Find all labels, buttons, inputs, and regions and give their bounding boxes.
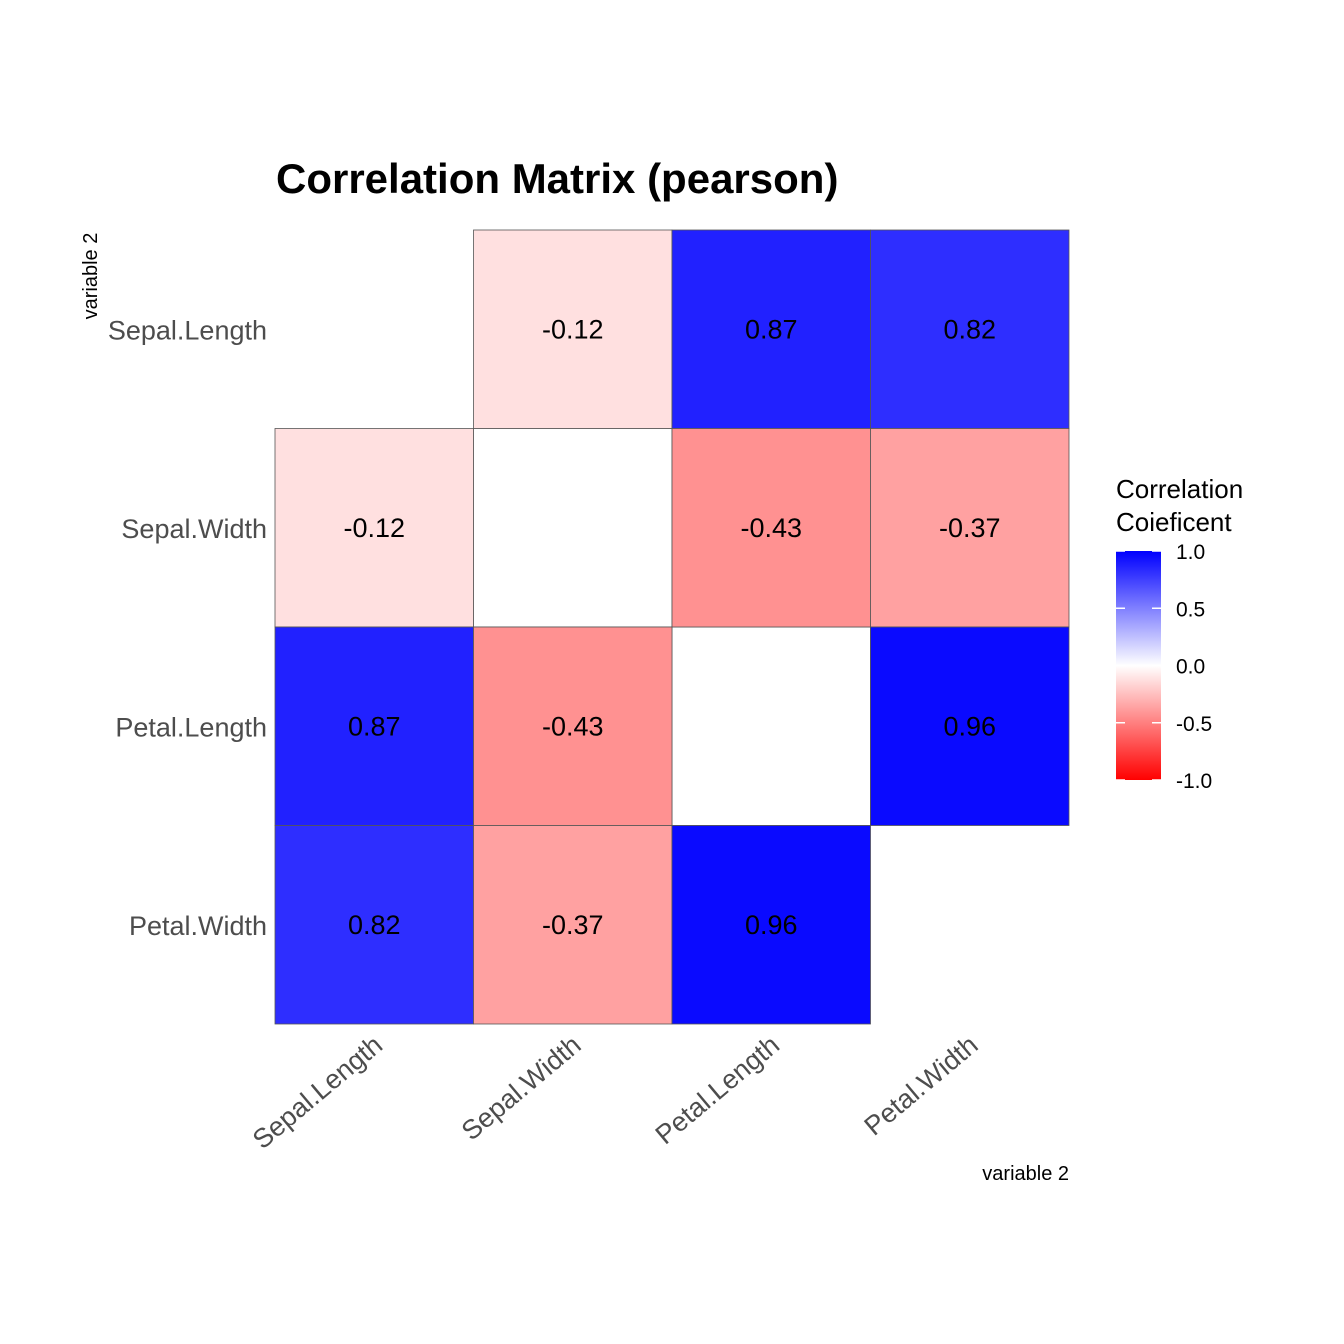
heatmap-cell-Petal.Width-Sepal.Length	[274, 825, 474, 1025]
heatmap-cell-Sepal.Length-Sepal.Width	[473, 229, 673, 429]
heatmap-cells	[274, 229, 1070, 1025]
y-tick-label: Petal.Length	[115, 712, 267, 742]
cell-value-label: 0.87	[348, 711, 401, 741]
heatmap-cell-Sepal.Length-Petal.Width	[870, 229, 1070, 429]
cell-value-label: -0.12	[542, 314, 604, 344]
legend-tick-label: -1.0	[1176, 770, 1212, 793]
x-tick-label: Petal.Length	[650, 1030, 785, 1150]
color-legend: Correlation Coieficent 1.0 0.5 0.0 -0.5 -1.0	[1116, 474, 1243, 793]
heatmap-cell-Sepal.Length-Petal.Length	[671, 229, 871, 429]
x-tick-label: Sepal.Length	[247, 1030, 388, 1155]
cell-value-label: -0.43	[740, 513, 802, 543]
y-axis-title: variable 2	[80, 233, 102, 320]
heatmap-cell-Petal.Length-Sepal.Length	[274, 626, 474, 826]
cell-value-label: -0.43	[542, 711, 604, 741]
x-axis-title: variable 2	[982, 1163, 1069, 1185]
heatmap-cell-Petal.Length-Petal.Width	[870, 626, 1070, 826]
legend-ticks: 1.0 0.5 0.0 -0.5 -1.0	[1116, 541, 1212, 793]
y-tick-label: Sepal.Width	[121, 514, 267, 544]
chart-title: Correlation Matrix (pearson)	[276, 155, 838, 202]
heatmap-cell-Sepal.Width-Petal.Length	[671, 428, 871, 628]
cell-value-label: 0.87	[745, 314, 798, 344]
x-tick-label: Petal.Width	[859, 1030, 984, 1142]
cell-value-label: -0.37	[939, 513, 1001, 543]
cell-value-label: 0.96	[943, 711, 996, 741]
cell-value-label: 0.82	[943, 314, 996, 344]
x-tick-label: Sepal.Width	[456, 1030, 587, 1147]
cell-value-label: -0.37	[542, 910, 604, 940]
cell-value-label: -0.12	[343, 513, 405, 543]
legend-title-line-2: Coieficent	[1116, 507, 1232, 537]
legend-tick-label: 0.5	[1176, 598, 1205, 621]
y-tick-label: Petal.Width	[129, 911, 267, 941]
legend-tick-label: 0.0	[1176, 656, 1205, 679]
cell-value-label: 0.96	[745, 910, 798, 940]
heatmap-cell-labels: -0.12 0.87 0.82 -0.12 -0.43 -0.37 0.87 -0.43 0.9…	[343, 314, 1000, 940]
y-axis-tick-labels: Sepal.Length Sepal.Width Petal.Length Petal…	[108, 315, 267, 941]
x-axis-tick-labels: Sepal.Length Sepal.Width Petal.Length Petal…	[247, 1030, 984, 1155]
legend-tick-label: -0.5	[1176, 713, 1212, 736]
legend-title-line-1: Correlation	[1116, 474, 1243, 504]
heatmap-cell-Sepal.Width-Sepal.Length	[274, 428, 474, 628]
legend-tick-label: 1.0	[1176, 541, 1205, 564]
heatmap-diagonal-cell	[473, 428, 673, 628]
heatmap-diagonal-cell	[671, 626, 871, 826]
heatmap-cell-Sepal.Width-Petal.Width	[870, 428, 1070, 628]
heatmap-cell-Petal.Length-Sepal.Width	[473, 626, 673, 826]
cell-value-label: 0.82	[348, 910, 401, 940]
y-tick-label: Sepal.Length	[108, 315, 267, 345]
heatmap-cell-Petal.Width-Petal.Length	[671, 825, 871, 1025]
